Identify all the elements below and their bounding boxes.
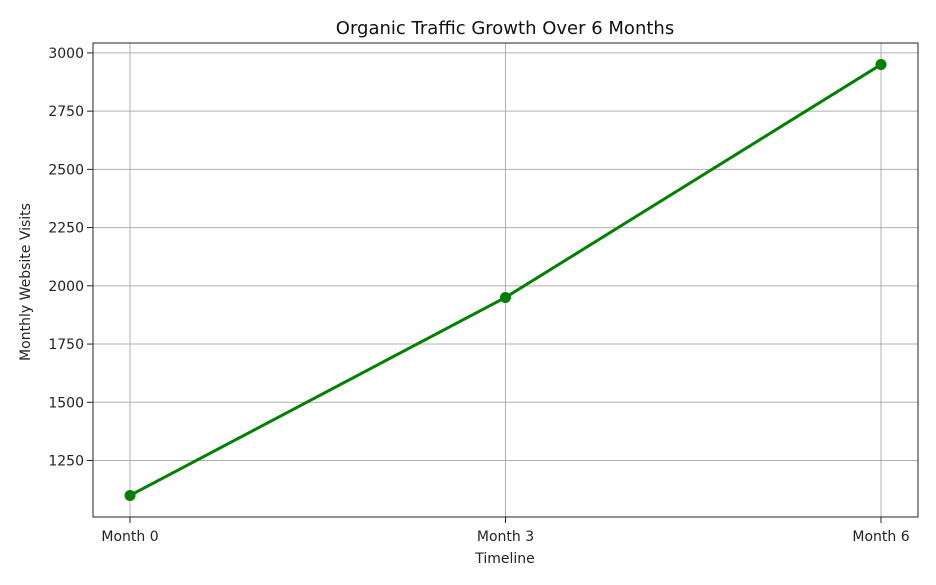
data-point bbox=[875, 59, 887, 71]
y-tick-label: 1250 bbox=[48, 454, 84, 470]
y-axis-ticks: 1250 1500 1750 2000 2250 2500 2750 3000 bbox=[48, 46, 93, 470]
x-axis-label: Timeline bbox=[474, 551, 535, 567]
data-point bbox=[124, 489, 136, 501]
x-tick-label: Month 0 bbox=[101, 529, 158, 545]
x-tick-label: Month 3 bbox=[477, 529, 534, 545]
y-tick-label: 2500 bbox=[48, 162, 84, 178]
x-tick-label: Month 6 bbox=[852, 529, 909, 545]
y-tick-label: 2000 bbox=[48, 279, 84, 295]
y-tick-label: 1750 bbox=[48, 337, 84, 353]
y-tick-label: 3000 bbox=[48, 46, 84, 62]
data-point bbox=[500, 291, 511, 303]
y-tick-label: 2750 bbox=[48, 104, 84, 120]
chart-title: Organic Traffic Growth Over 6 Months bbox=[336, 18, 674, 39]
y-tick-label: 1500 bbox=[48, 395, 84, 411]
grid-lines bbox=[93, 43, 918, 517]
y-axis-label: Monthly Website Visits bbox=[18, 203, 34, 361]
series-points bbox=[124, 59, 887, 501]
y-tick-label: 2250 bbox=[48, 221, 84, 237]
x-axis-ticks: Month 0 Month 3 Month 6 bbox=[101, 517, 910, 545]
